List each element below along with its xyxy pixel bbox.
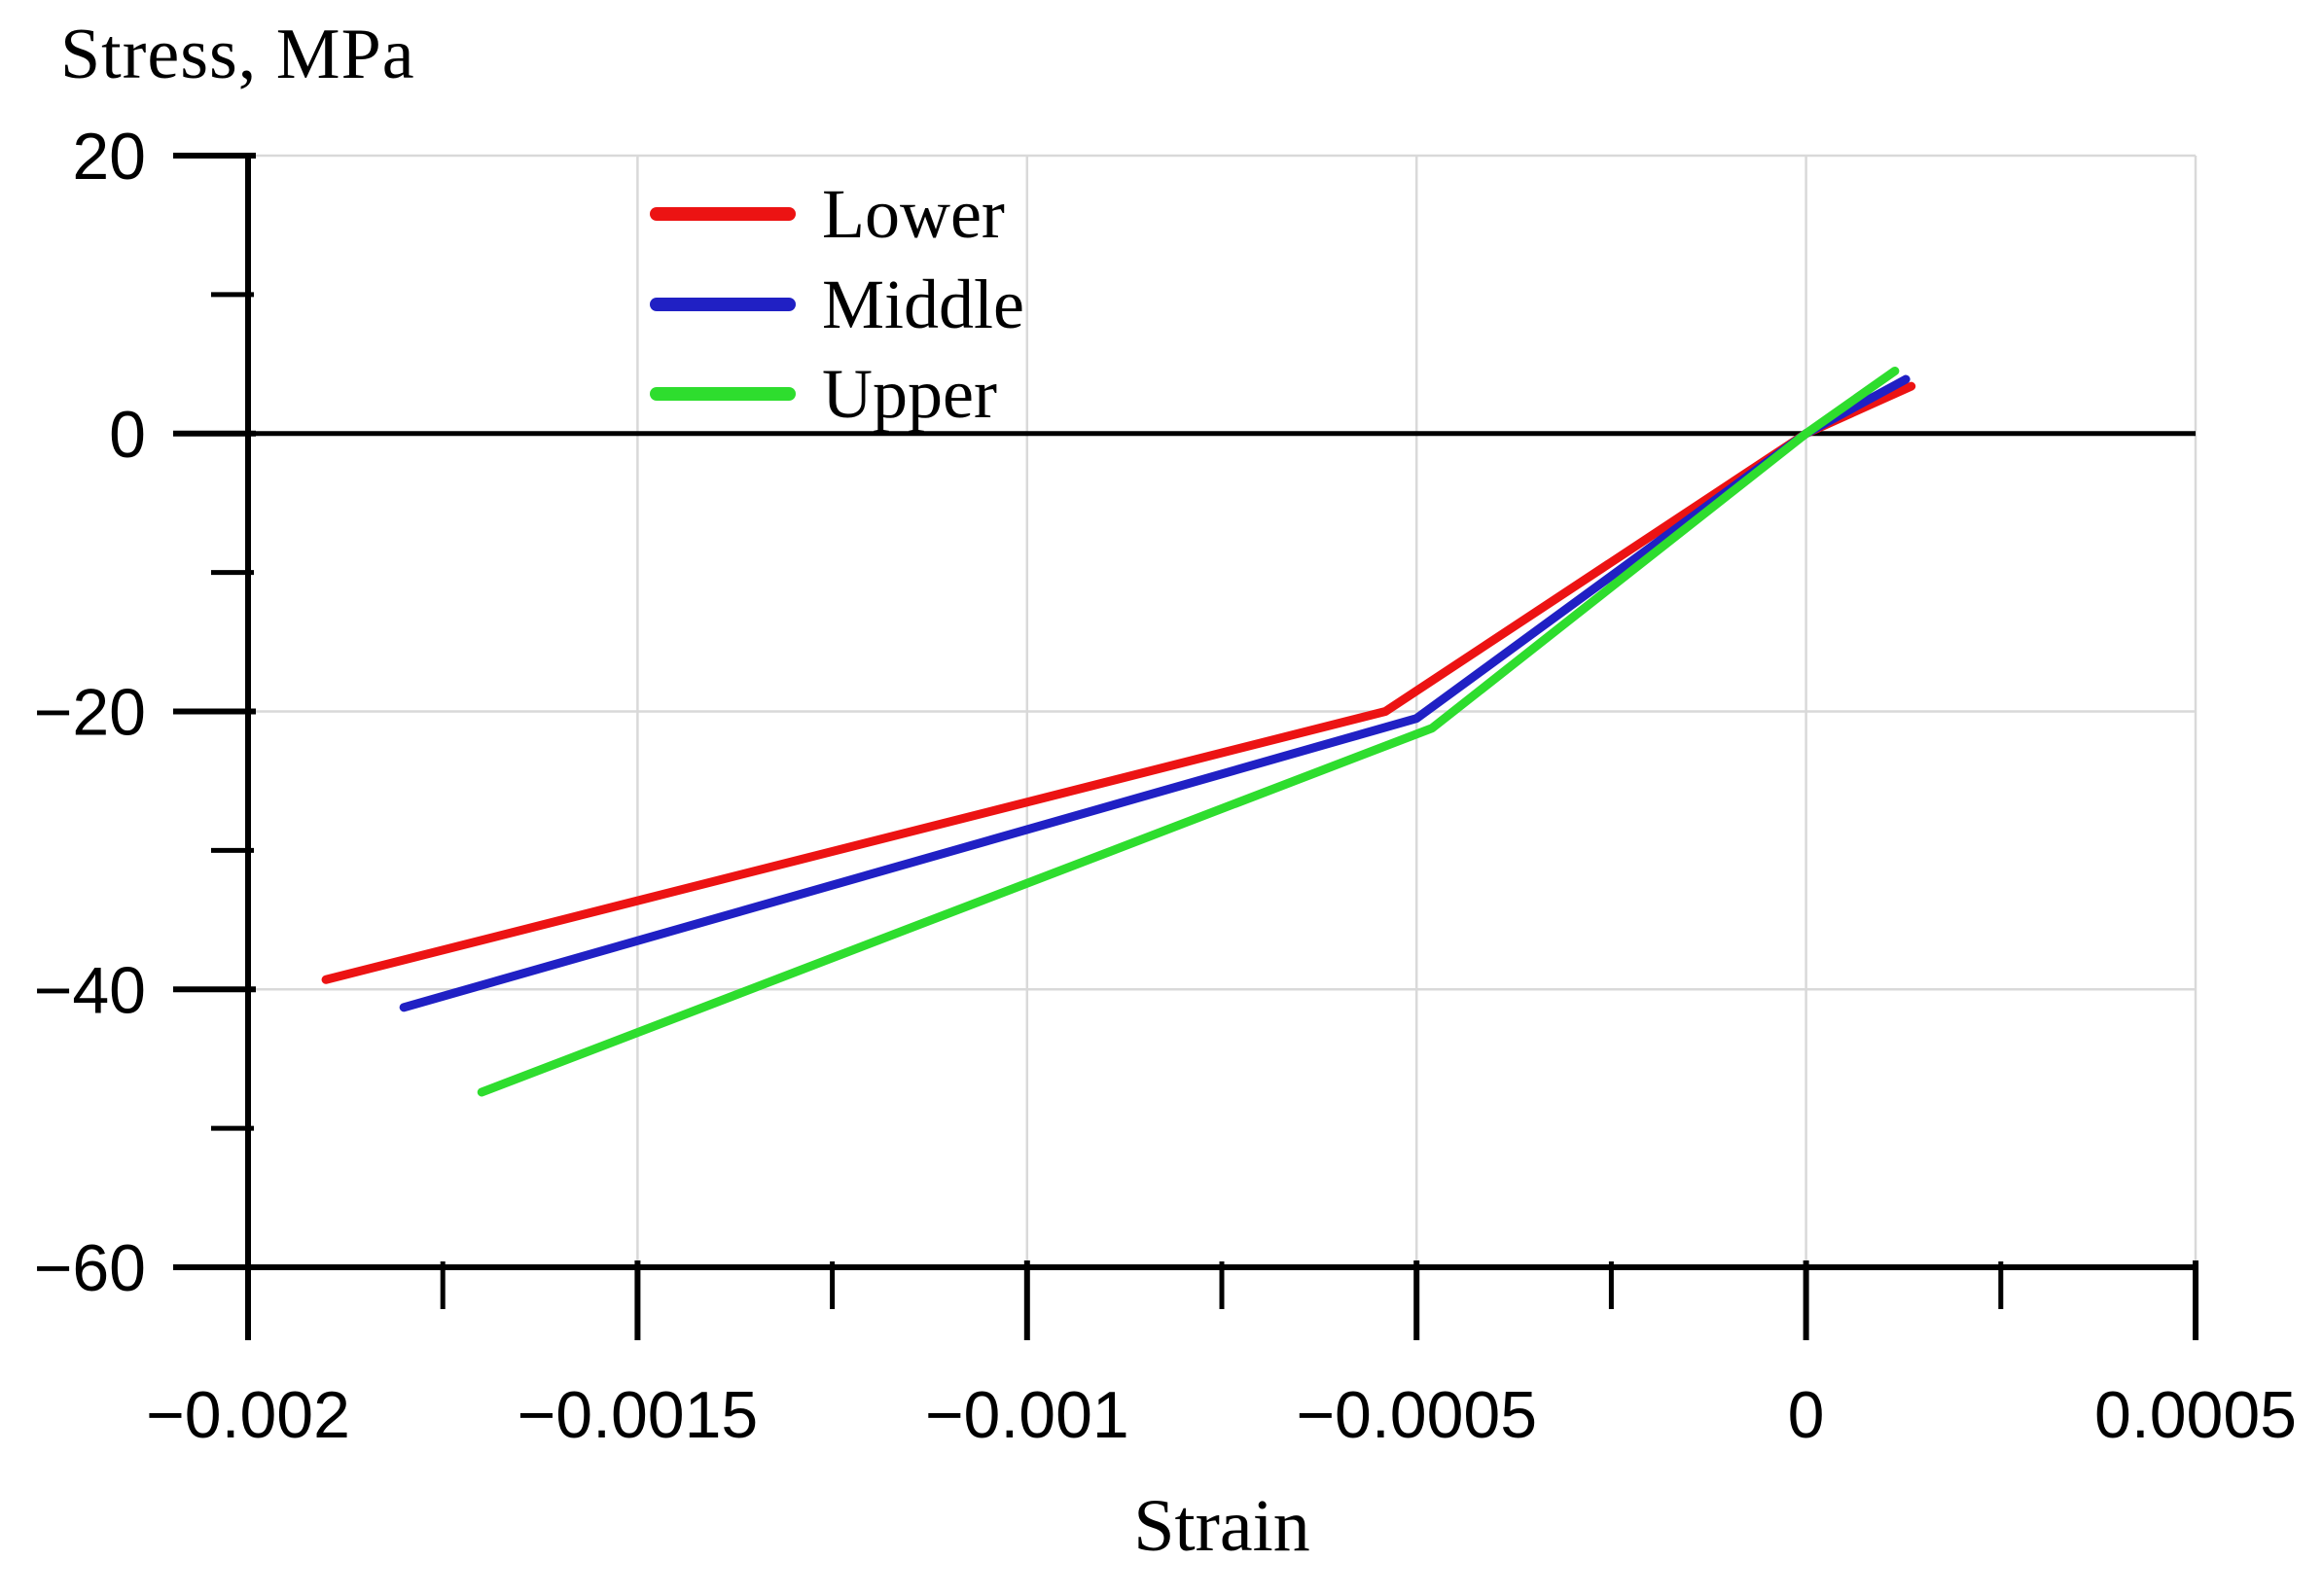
series-middle-line — [399, 374, 1911, 1012]
y-tick-label: −40 — [34, 953, 146, 1027]
legend-swatch-middle — [650, 297, 796, 311]
x-tick-label: −0.0005 — [1296, 1378, 1537, 1452]
tick-labels: 20 0 −20 −40 −60−0.002 −0.0015 −0.001 −0.0005 0 0… — [34, 120, 2297, 1452]
series-lower-line — [321, 381, 1916, 984]
x-axis-title: Strain — [1133, 1485, 1310, 1567]
series-upper-line — [477, 366, 1900, 1097]
ticks — [173, 153, 2198, 1340]
legend-label-upper: Upper — [822, 355, 997, 433]
x-tick-label: 0.0005 — [2094, 1378, 2297, 1452]
gridlines — [248, 154, 2198, 1267]
legend-swatch-upper — [650, 387, 796, 401]
legend-label-middle: Middle — [822, 265, 1024, 343]
x-tick-label: −0.0015 — [518, 1378, 759, 1452]
legend-swatch-lower — [650, 207, 796, 221]
y-tick-label: −20 — [34, 676, 146, 750]
y-tick-label: 0 — [109, 398, 146, 472]
y-tick-label: −60 — [34, 1231, 146, 1305]
series-lines — [321, 366, 1916, 1097]
x-tick-label: 0 — [1788, 1378, 1825, 1452]
x-tick-label: −0.002 — [146, 1378, 350, 1452]
y-tick-label: 20 — [72, 120, 146, 194]
x-tick-label: −0.001 — [925, 1378, 1129, 1452]
legend-label-lower: Lower — [822, 175, 1005, 253]
y-axis-title: Stress, MPa — [60, 15, 415, 94]
